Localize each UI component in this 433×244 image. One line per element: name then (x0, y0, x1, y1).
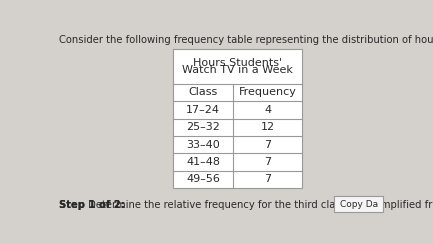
Text: 7: 7 (264, 157, 271, 167)
Text: Frequency: Frequency (239, 87, 297, 97)
Text: Hours Students': Hours Students' (193, 58, 282, 68)
Text: 7: 7 (264, 174, 271, 184)
Text: Watch TV in a Week: Watch TV in a Week (182, 65, 293, 75)
Text: Consider the following frequency table representing the distribution of hours st: Consider the following frequency table r… (59, 35, 433, 45)
Text: 49–56: 49–56 (186, 174, 220, 184)
Text: 33–40: 33–40 (186, 140, 220, 150)
Text: Copy Da: Copy Da (339, 200, 378, 209)
Text: Step 1 of 2:: Step 1 of 2: (59, 200, 125, 210)
Text: 7: 7 (264, 140, 271, 150)
Text: 4: 4 (264, 105, 271, 115)
Text: Determine the relative frequency for the third class as a simplified fraction.: Determine the relative frequency for the… (85, 200, 433, 210)
Text: Class: Class (188, 87, 218, 97)
Text: 17–24: 17–24 (186, 105, 220, 115)
Text: 25–32: 25–32 (186, 122, 220, 132)
Text: Step 1 of 2: Determine the relative frequency for the third class as a simplifie: Step 1 of 2: Determine the relative freq… (59, 200, 433, 210)
Text: 12: 12 (261, 122, 275, 132)
Text: Step 1 of 2:: Step 1 of 2: (59, 200, 125, 210)
FancyBboxPatch shape (334, 196, 383, 213)
Bar (173, 49, 302, 188)
Text: 41–48: 41–48 (186, 157, 220, 167)
